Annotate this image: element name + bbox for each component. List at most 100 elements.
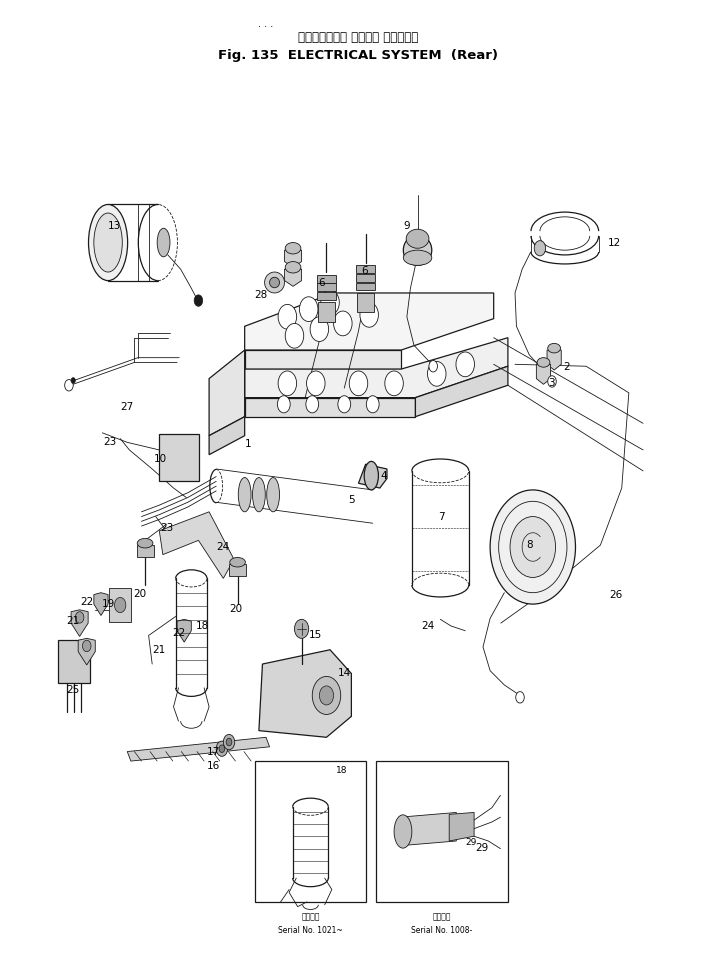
Polygon shape xyxy=(547,350,561,370)
Ellipse shape xyxy=(265,272,285,293)
Text: 6: 6 xyxy=(361,266,369,276)
Text: 4: 4 xyxy=(380,471,386,480)
Ellipse shape xyxy=(548,344,561,353)
Text: 29: 29 xyxy=(475,843,489,853)
Polygon shape xyxy=(244,397,415,416)
Polygon shape xyxy=(244,293,494,350)
Text: 12: 12 xyxy=(608,237,621,248)
Polygon shape xyxy=(128,737,270,761)
Circle shape xyxy=(548,376,556,388)
Circle shape xyxy=(217,741,227,756)
Text: 23: 23 xyxy=(160,523,173,533)
Ellipse shape xyxy=(404,234,432,265)
Circle shape xyxy=(295,619,309,638)
Polygon shape xyxy=(136,545,153,557)
Text: 適用号等: 適用号等 xyxy=(433,913,451,922)
Polygon shape xyxy=(209,416,244,455)
Polygon shape xyxy=(58,640,90,683)
Bar xyxy=(255,761,366,901)
Circle shape xyxy=(285,323,304,348)
Text: 6: 6 xyxy=(318,278,325,287)
Text: 27: 27 xyxy=(120,402,134,412)
Text: 24: 24 xyxy=(421,621,434,631)
Polygon shape xyxy=(317,283,336,291)
Text: 19: 19 xyxy=(101,599,115,609)
Circle shape xyxy=(300,297,318,322)
Circle shape xyxy=(338,396,351,412)
Text: 5: 5 xyxy=(348,496,355,505)
Text: 21: 21 xyxy=(153,645,166,655)
Ellipse shape xyxy=(537,358,550,367)
Text: 18: 18 xyxy=(195,621,209,631)
Text: 7: 7 xyxy=(438,512,445,522)
Text: エレクトリカル システム （リヤー）: エレクトリカル システム （リヤー） xyxy=(298,32,419,44)
Circle shape xyxy=(360,302,379,327)
Circle shape xyxy=(490,490,576,604)
Text: 14: 14 xyxy=(338,668,351,678)
Polygon shape xyxy=(317,292,336,300)
Circle shape xyxy=(219,745,224,752)
Ellipse shape xyxy=(394,814,412,848)
Text: 適用号等: 適用号等 xyxy=(301,913,320,922)
Circle shape xyxy=(333,311,352,336)
Circle shape xyxy=(307,371,325,396)
Polygon shape xyxy=(399,812,456,846)
Circle shape xyxy=(278,304,297,329)
Circle shape xyxy=(319,686,333,705)
Circle shape xyxy=(385,371,404,396)
Text: 26: 26 xyxy=(609,590,622,600)
Circle shape xyxy=(456,352,475,377)
Text: 21: 21 xyxy=(66,616,79,626)
Polygon shape xyxy=(159,434,199,481)
Circle shape xyxy=(277,396,290,412)
Ellipse shape xyxy=(364,461,379,490)
Polygon shape xyxy=(110,588,130,622)
Ellipse shape xyxy=(94,213,123,272)
Polygon shape xyxy=(318,302,335,322)
Polygon shape xyxy=(209,350,244,435)
Polygon shape xyxy=(71,610,88,636)
Polygon shape xyxy=(229,564,246,575)
Circle shape xyxy=(427,362,446,387)
Polygon shape xyxy=(357,293,374,312)
Polygon shape xyxy=(244,338,508,397)
Text: 18: 18 xyxy=(336,767,347,775)
Polygon shape xyxy=(415,367,508,416)
Polygon shape xyxy=(356,265,375,273)
Circle shape xyxy=(194,295,203,306)
Text: 24: 24 xyxy=(217,542,230,552)
Text: Serial No. 1021~: Serial No. 1021~ xyxy=(278,926,343,935)
Ellipse shape xyxy=(229,558,245,567)
Polygon shape xyxy=(259,650,351,737)
Polygon shape xyxy=(78,638,95,665)
Ellipse shape xyxy=(270,278,280,288)
Polygon shape xyxy=(177,619,191,642)
Polygon shape xyxy=(317,275,336,282)
Circle shape xyxy=(65,380,73,391)
Polygon shape xyxy=(356,274,375,281)
Text: 2: 2 xyxy=(564,362,570,372)
Ellipse shape xyxy=(157,229,170,256)
Ellipse shape xyxy=(137,539,153,548)
Ellipse shape xyxy=(238,478,251,512)
Circle shape xyxy=(510,517,556,577)
Polygon shape xyxy=(450,812,474,841)
Circle shape xyxy=(75,612,84,623)
Text: 10: 10 xyxy=(154,454,167,463)
Text: 15: 15 xyxy=(309,631,323,640)
Ellipse shape xyxy=(285,242,301,254)
Polygon shape xyxy=(159,512,234,578)
Text: 13: 13 xyxy=(108,221,121,232)
Circle shape xyxy=(223,734,234,749)
Circle shape xyxy=(320,290,339,315)
Circle shape xyxy=(115,597,126,612)
Circle shape xyxy=(310,317,328,342)
Text: . . .: . . . xyxy=(258,19,274,29)
Circle shape xyxy=(71,378,75,384)
Polygon shape xyxy=(358,464,387,488)
Text: 3: 3 xyxy=(548,378,555,389)
Text: 25: 25 xyxy=(66,684,79,695)
Ellipse shape xyxy=(285,261,301,273)
Ellipse shape xyxy=(406,230,429,248)
Ellipse shape xyxy=(252,478,265,512)
